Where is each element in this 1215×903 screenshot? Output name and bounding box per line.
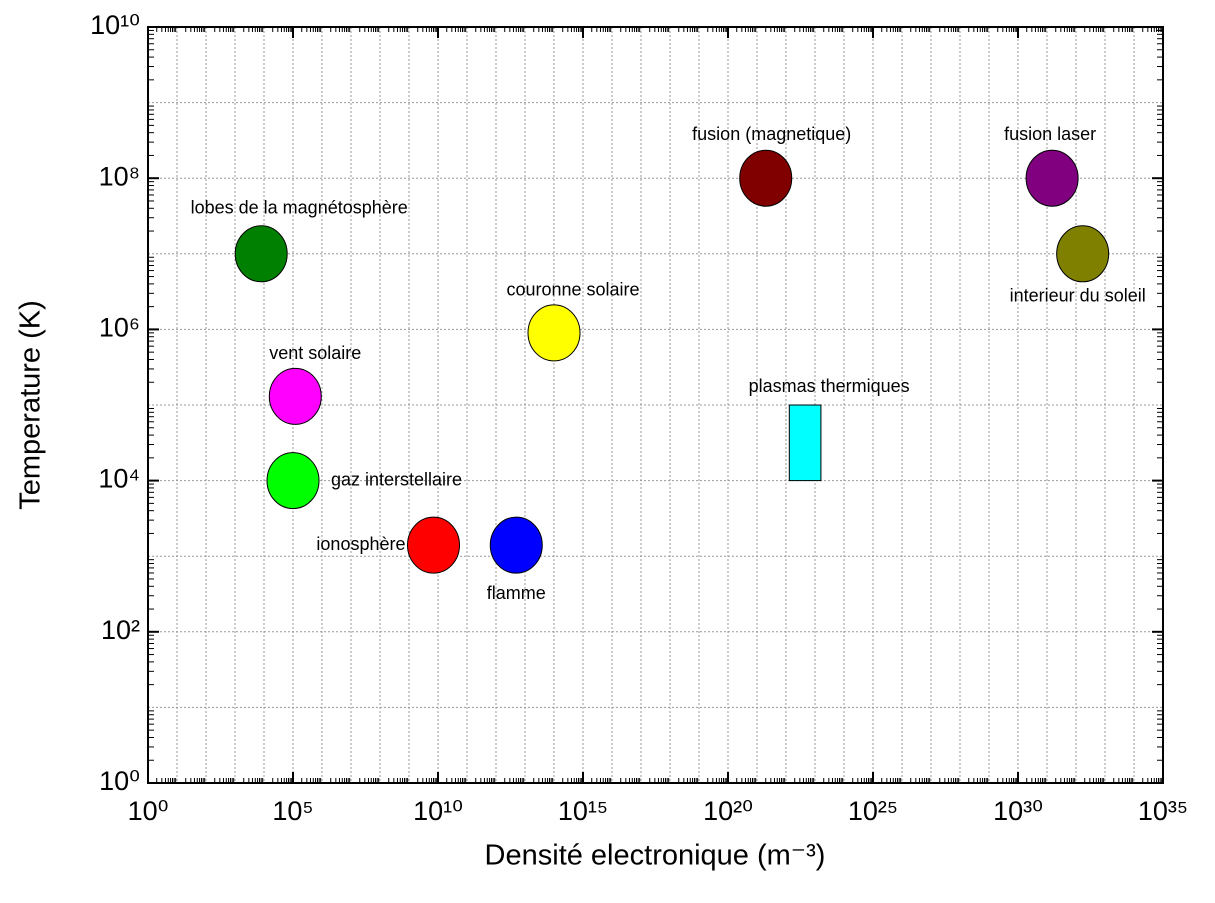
y-axis-label: Temperature (K) [15,300,47,510]
data-point [266,452,320,510]
data-point [1056,225,1110,283]
point-label: flamme [487,583,546,603]
y-tick-label: 10⁰ [99,766,140,796]
point-label: couronne solaire [506,280,639,300]
y-tick-label: 10² [101,615,140,645]
y-tick-label: 10⁸ [99,161,140,191]
point-label: fusion laser [1004,124,1096,144]
plot-frame [147,26,1164,784]
point-label: gaz interstellaire [331,469,462,489]
y-tick-label: 10¹⁰ [90,10,140,40]
x-tick-label: 10⁰ [128,796,169,826]
y-tick-label: 10⁶ [99,313,140,343]
y-tick-label: 10⁴ [98,464,140,494]
x-tick-label: 10²⁵ [848,796,898,826]
point-label: fusion (magnetique) [692,124,851,144]
point-label: ionosphère [316,534,405,554]
x-axis-label: Densité electronique (m⁻³) [485,840,826,872]
data-point [1025,149,1079,207]
x-tick-label: 10²⁰ [703,796,753,826]
data-point [739,149,793,207]
data-point [527,304,581,362]
data-point [268,367,322,425]
x-tick-label: 10³⁰ [993,796,1043,826]
point-label: interieur du soleil [1010,286,1146,306]
x-tick-label: 10¹⁵ [558,796,608,826]
x-tick-label: 10⁵ [272,796,313,826]
point-label: vent solaire [269,343,361,363]
data-region [788,404,822,482]
data-point [234,225,288,283]
x-tick-label: 10¹⁰ [413,796,463,826]
region-label: plasmas thermiques [749,376,910,396]
x-tick-label: 10³⁵ [1138,796,1188,826]
point-label: lobes de la magnétosphère [191,198,408,218]
data-point [489,516,543,574]
data-point [407,516,461,574]
